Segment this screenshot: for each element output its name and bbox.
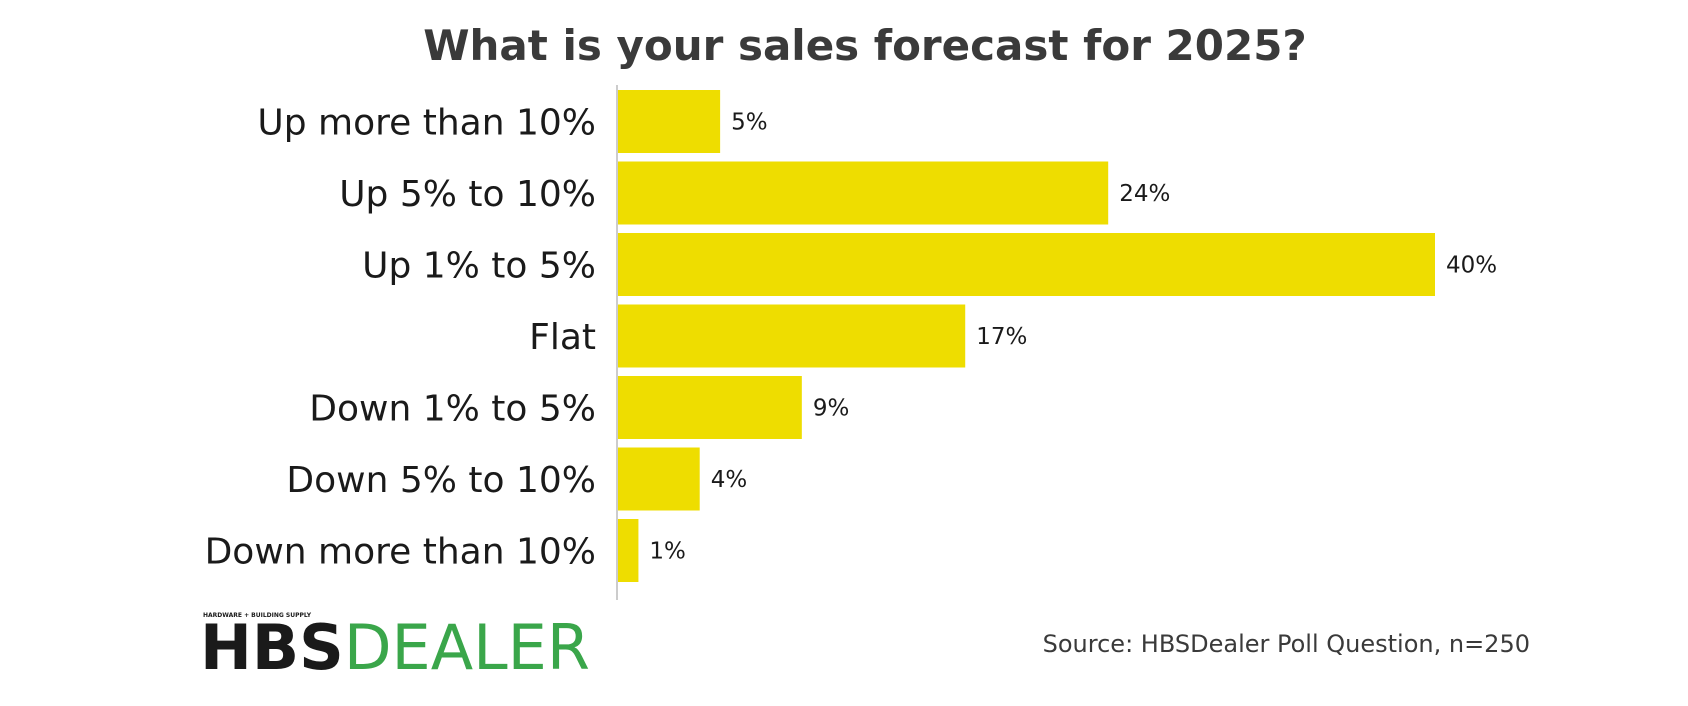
value-label-0: 5% (731, 110, 768, 136)
value-label-1: 24% (1119, 181, 1170, 207)
category-label-5: Down 5% to 10% (286, 460, 596, 501)
bar-3 (618, 304, 966, 368)
logo-hbs: HBS (200, 611, 344, 684)
value-label-5: 4% (711, 467, 748, 493)
logo: HARDWARE + BUILDING SUPPLY HBSDEALER (200, 611, 590, 684)
logo-wordmark: HBSDEALER (200, 611, 590, 684)
category-label-0: Up more than 10% (257, 103, 596, 144)
category-label-4: Down 1% to 5% (309, 389, 596, 430)
logo-dealer: DEALER (344, 611, 590, 684)
bar-1 (618, 161, 1109, 225)
value-label-3: 17% (976, 324, 1027, 350)
value-label-6: 1% (649, 539, 686, 565)
source-note: Source: HBSDealer Poll Question, n=250 (1043, 630, 1530, 658)
bar-6 (618, 519, 639, 582)
logo-tagline: HARDWARE + BUILDING SUPPLY (203, 612, 312, 619)
value-label-4: 9% (813, 396, 850, 422)
value-label-2: 40% (1446, 253, 1497, 279)
category-label-3: Flat (529, 317, 596, 358)
category-label-1: Up 5% to 10% (339, 174, 596, 215)
bar-2 (618, 233, 1435, 296)
chart-title: What is your sales forecast for 2025? (423, 21, 1307, 70)
bars-group: Up more than 10% 5% Up 5% to 10% 24% Up 1% t… (205, 90, 1497, 582)
category-label-6: Down more than 10% (205, 532, 596, 573)
category-label-2: Up 1% to 5% (362, 246, 596, 287)
bar-4 (618, 376, 802, 439)
bar-0 (618, 90, 721, 153)
bar-5 (618, 447, 700, 511)
